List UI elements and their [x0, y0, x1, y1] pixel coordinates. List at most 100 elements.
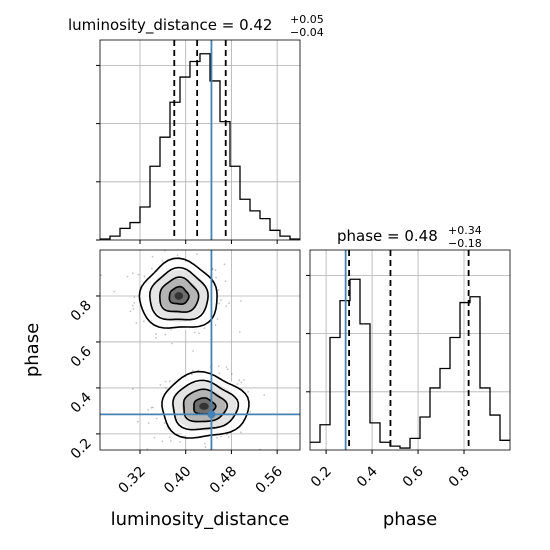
- sample-point: [225, 305, 228, 308]
- lum-hist-yticks: [96, 64, 278, 244]
- sample-point: [230, 373, 233, 375]
- x-tick-label: 0.6: [400, 463, 427, 490]
- sample-point: [131, 388, 134, 391]
- sample-point: [263, 394, 266, 396]
- sample-point: [168, 436, 171, 438]
- phase-xticks: 0.2 0.4 0.6 0.8: [306, 274, 473, 491]
- x-tick-label: 0.48: [207, 464, 240, 497]
- contour-line: [161, 370, 250, 439]
- sample-point: [240, 300, 242, 302]
- joint-xticks: 0.32 0.40 0.48 0.56: [115, 450, 286, 497]
- sample-point: [133, 302, 136, 304]
- sample-point: [220, 435, 223, 438]
- sample-point: [113, 290, 116, 293]
- sample-point: [191, 373, 193, 376]
- sample-point: [240, 381, 243, 384]
- contour-line: [148, 266, 209, 321]
- sample-point: [214, 269, 217, 271]
- sample-point: [225, 433, 228, 436]
- x-tick-label: 0.56: [253, 463, 286, 496]
- sample-point: [214, 324, 217, 326]
- joint-truth-point: [207, 410, 216, 419]
- sample-point: [129, 310, 132, 313]
- contour-line: [172, 379, 240, 431]
- sample-point: [193, 331, 196, 334]
- sample-point: [161, 440, 164, 443]
- phase-quantile-lines: [348, 250, 470, 450]
- lum-title-minus: −0.04: [290, 26, 324, 39]
- sample-point: [226, 368, 229, 371]
- sample-point: [236, 383, 239, 385]
- lum-hist-panel: luminosity_distance = 0.42 +0.05 −0.04: [68, 13, 324, 244]
- x-tick-label: 0.8: [446, 464, 473, 491]
- joint-yticks: 0.2 0.4 0.6 0.8: [68, 295, 100, 462]
- y-tick-label: 0.4: [68, 389, 95, 416]
- sample-point: [249, 411, 252, 413]
- lum-title-plus: +0.05: [290, 13, 324, 26]
- sample-point: [216, 436, 218, 439]
- joint-grid: [100, 250, 300, 450]
- contour-line: [182, 388, 229, 423]
- joint-frame: [99, 249, 301, 451]
- sample-point: [151, 267, 153, 270]
- sample-point: [164, 386, 167, 389]
- sample-point: [179, 441, 181, 443]
- lum-title: luminosity_distance = 0.42: [68, 16, 272, 35]
- sample-point: [126, 275, 129, 278]
- sample-point: [131, 272, 134, 275]
- phase-title-minus: −0.18: [448, 237, 482, 250]
- sample-point: [147, 408, 150, 411]
- y-tick-label: 0.6: [68, 343, 95, 370]
- sample-point: [171, 342, 173, 345]
- sample-point: [155, 417, 158, 420]
- contour-line: [168, 285, 190, 306]
- sample-point: [176, 254, 179, 256]
- phase-hist-series: [310, 278, 510, 449]
- sample-point: [132, 308, 135, 310]
- sample-point: [238, 379, 241, 382]
- sample-point: [228, 302, 231, 304]
- phase-hist-frame: [309, 249, 511, 451]
- sample-point: [135, 322, 138, 324]
- sample-point: [223, 263, 226, 266]
- y-tick-label: 0.8: [68, 297, 95, 324]
- lum-hist-grid: [100, 40, 300, 240]
- sample-point: [164, 380, 167, 383]
- sample-point: [164, 333, 167, 336]
- lum-hist-series: [100, 53, 300, 240]
- sample-point: [131, 304, 134, 307]
- sample-point: [155, 333, 157, 336]
- sample-point: [215, 276, 218, 279]
- sample-point: [152, 406, 154, 409]
- sample-point: [147, 422, 150, 424]
- sample-point: [150, 406, 153, 409]
- sample-point: [143, 320, 145, 323]
- lum-hist-frame: [99, 39, 301, 241]
- sample-point: [238, 331, 241, 333]
- sample-point: [196, 253, 198, 256]
- phase-title: phase = 0.48: [337, 227, 438, 245]
- contour-line: [138, 257, 218, 329]
- sample-point: [203, 442, 206, 445]
- sample-point: [168, 380, 171, 383]
- sample-point: [151, 255, 154, 258]
- sample-point: [217, 365, 220, 367]
- density-level: [174, 292, 184, 300]
- sample-point: [240, 431, 242, 434]
- sample-point: [247, 391, 250, 393]
- phase-hist-grid: [310, 250, 510, 450]
- y-tick-label: 0.2: [68, 435, 95, 462]
- sample-point: [218, 372, 221, 375]
- sample-point: [133, 296, 136, 299]
- joint-panel: 0.32 0.40 0.48 0.56 0.2 0.4 0.6 0.8 luminosity…: [22, 249, 301, 530]
- sample-point: [163, 422, 166, 424]
- sample-point: [243, 379, 245, 381]
- sample-point: [204, 446, 207, 449]
- density-level: [199, 402, 209, 410]
- joint-ylabel: phase: [22, 323, 43, 377]
- x-tick-label: 0.40: [161, 464, 194, 497]
- sample-point: [153, 436, 156, 439]
- sample-point: [216, 318, 219, 320]
- sample-point: [224, 280, 227, 282]
